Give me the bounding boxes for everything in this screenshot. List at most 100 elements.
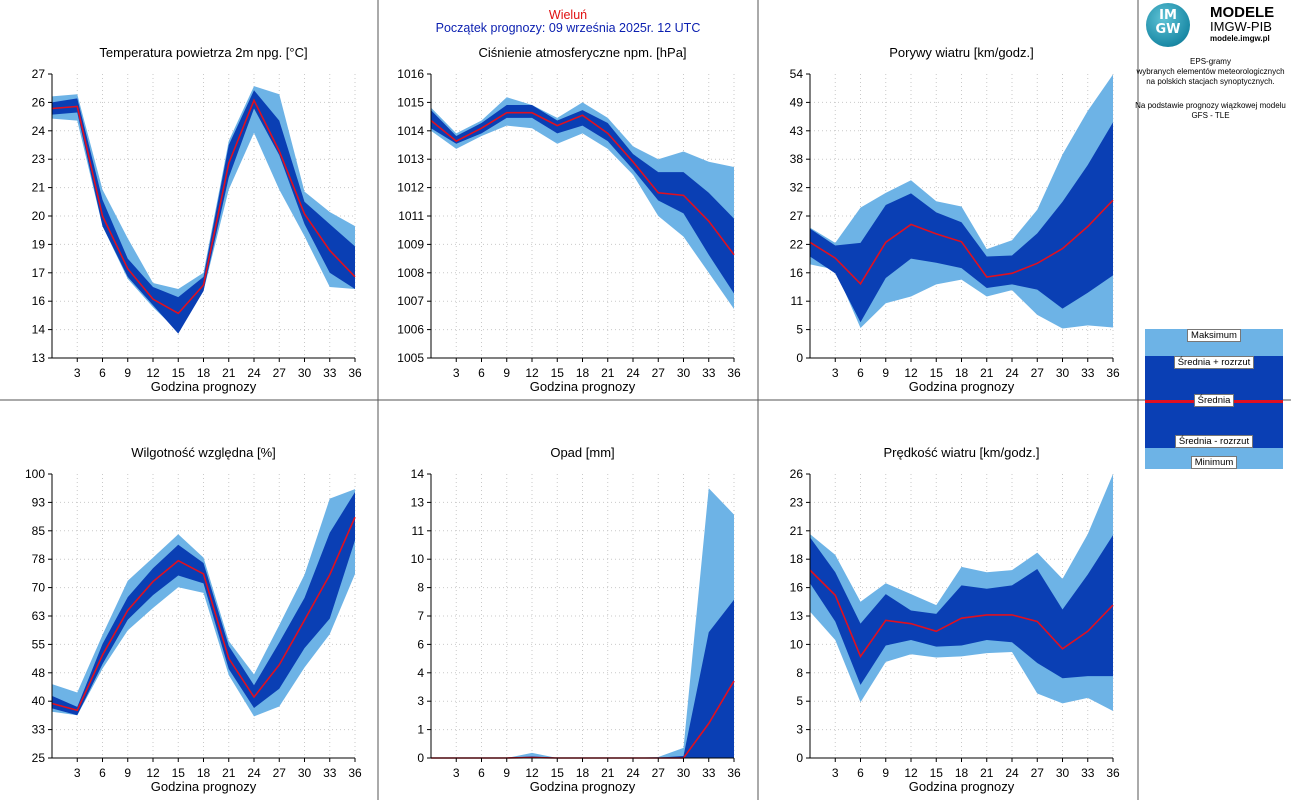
y-tick-label: 0 [796,351,803,365]
x-tick-label: 27 [652,766,666,780]
y-tick-label: 14 [411,467,425,481]
x-tick-label: 21 [222,366,236,380]
x-tick-label: 33 [1081,766,1095,780]
brand-url: modele.imgw.pl [1210,34,1270,43]
x-tick-label: 15 [551,366,565,380]
y-tick-label: 38 [790,152,804,166]
x-tick-label: 21 [601,766,615,780]
y-tick-label: 54 [790,67,804,81]
y-tick-label: 19 [32,237,46,251]
x-tick-label: 24 [1005,366,1019,380]
info-line2: wybranych elementów meteorologicznych [1136,67,1285,76]
y-tick-label: 1 [417,723,424,737]
x-tick-label: 27 [652,366,666,380]
y-tick-label: 20 [32,209,46,223]
x-tick-label: 3 [453,766,460,780]
x-tick-label: 18 [576,366,590,380]
info-line3: na polskich stacjach synoptycznych. [1146,77,1275,86]
y-tick-label: 16 [790,266,804,280]
x-tick-label: 30 [677,366,691,380]
x-tick-label: 15 [551,766,565,780]
x-tick-label: 6 [857,766,864,780]
y-tick-label: 5 [796,323,803,337]
brand-line1: MODELE [1210,4,1275,21]
y-tick-label: 13 [411,495,425,509]
x-tick-label: 36 [727,766,741,780]
y-tick-label: 1015 [397,95,424,109]
y-tick-label: 49 [790,95,804,109]
x-tick-label: 6 [478,766,485,780]
y-tick-label: 22 [790,237,804,251]
y-tick-label: 11 [412,524,425,538]
y-tick-label: 21 [790,524,804,538]
x-tick-label: 12 [525,766,539,780]
y-tick-label: 21 [32,181,46,195]
y-tick-label: 23 [32,152,46,166]
imgw-logo[interactable]: IM GW MODELE IMGW-PIB modele.imgw.pl [1140,0,1291,52]
y-tick-label: 55 [32,637,46,651]
x-tick-label: 15 [172,766,186,780]
x-tick-label: 9 [882,366,889,380]
x-tick-label: 21 [980,766,994,780]
station-name: Wieluń [548,8,588,22]
band-mean-spread [810,122,1113,323]
series-line-mean [809,569,1114,659]
x-tick-label: 15 [930,366,944,380]
x-tick-label: 9 [882,766,889,780]
x-tick-label: 30 [677,766,691,780]
y-tick-label: 26 [790,467,804,481]
chart-title: Temperatura powietrza 2m npg. [°C] [99,45,307,60]
x-tick-label: 9 [503,766,510,780]
x-tick-label: 30 [1056,766,1070,780]
y-tick-label: 1006 [397,323,424,337]
chart-title: Ciśnienie atmosferyczne npm. [hPa] [478,45,686,60]
y-tick-label: 3 [417,694,424,708]
x-axis-label: Godzina prognozy [151,379,257,394]
logo-mark: IM GW [1155,8,1181,37]
logo-emblem-icon [1146,3,1190,47]
x-tick-label: 15 [930,766,944,780]
y-tick-label: 17 [32,266,46,280]
x-tick-label: 30 [298,766,312,780]
x-tick-label: 6 [478,366,485,380]
x-tick-label: 30 [298,366,312,380]
x-tick-label: 18 [197,766,211,780]
series-line-mean [809,199,1114,286]
band-mean-spread [52,492,355,716]
x-tick-label: 9 [124,366,131,380]
y-tick-label: 1013 [397,152,424,166]
legend-mean-label: Średnia [1193,394,1235,407]
x-tick-label: 18 [197,366,211,380]
legend-mean-plus-label: Średnia + rozrzut [1173,356,1255,369]
x-axis-label: Godzina prognozy [530,779,636,794]
y-tick-label: 70 [32,581,46,595]
chart-title: Prędkość wiatru [km/godz.] [883,445,1039,460]
x-tick-label: 24 [247,766,261,780]
x-tick-label: 36 [1106,366,1120,380]
forecast-start: Początek prognozy: 09 września 2025r. 12… [435,21,701,35]
x-axis-label: Godzina prognozy [909,379,1015,394]
y-tick-label: 26 [32,95,46,109]
x-tick-label: 6 [99,766,106,780]
x-tick-label: 24 [247,366,261,380]
x-tick-label: 3 [832,366,839,380]
chart-panel-2: 1005 1006 1007 1008 1009 1011 1012 1013 1014 1015… [397,45,741,394]
y-tick-label: 11 [791,294,804,308]
brand-line2: IMGW-PIB [1210,19,1272,34]
y-tick-label: 1012 [397,181,424,195]
x-axis-label: Godzina prognozy [530,379,636,394]
y-tick-label: 1009 [397,237,424,251]
y-tick-label: 16 [790,581,804,595]
x-tick-label: 18 [955,766,969,780]
x-axis-label: Godzina prognozy [151,779,257,794]
chart-title: Porywy wiatru [km/godz.] [889,45,1034,60]
x-tick-label: 27 [273,766,287,780]
x-tick-label: 3 [832,766,839,780]
y-tick-label: 78 [32,552,46,566]
legend: Maksimum Średnia + rozrzut Średnia Średn… [1145,329,1283,469]
y-tick-label: 18 [790,552,804,566]
x-tick-label: 33 [1081,366,1095,380]
band-mean-spread [431,104,734,294]
